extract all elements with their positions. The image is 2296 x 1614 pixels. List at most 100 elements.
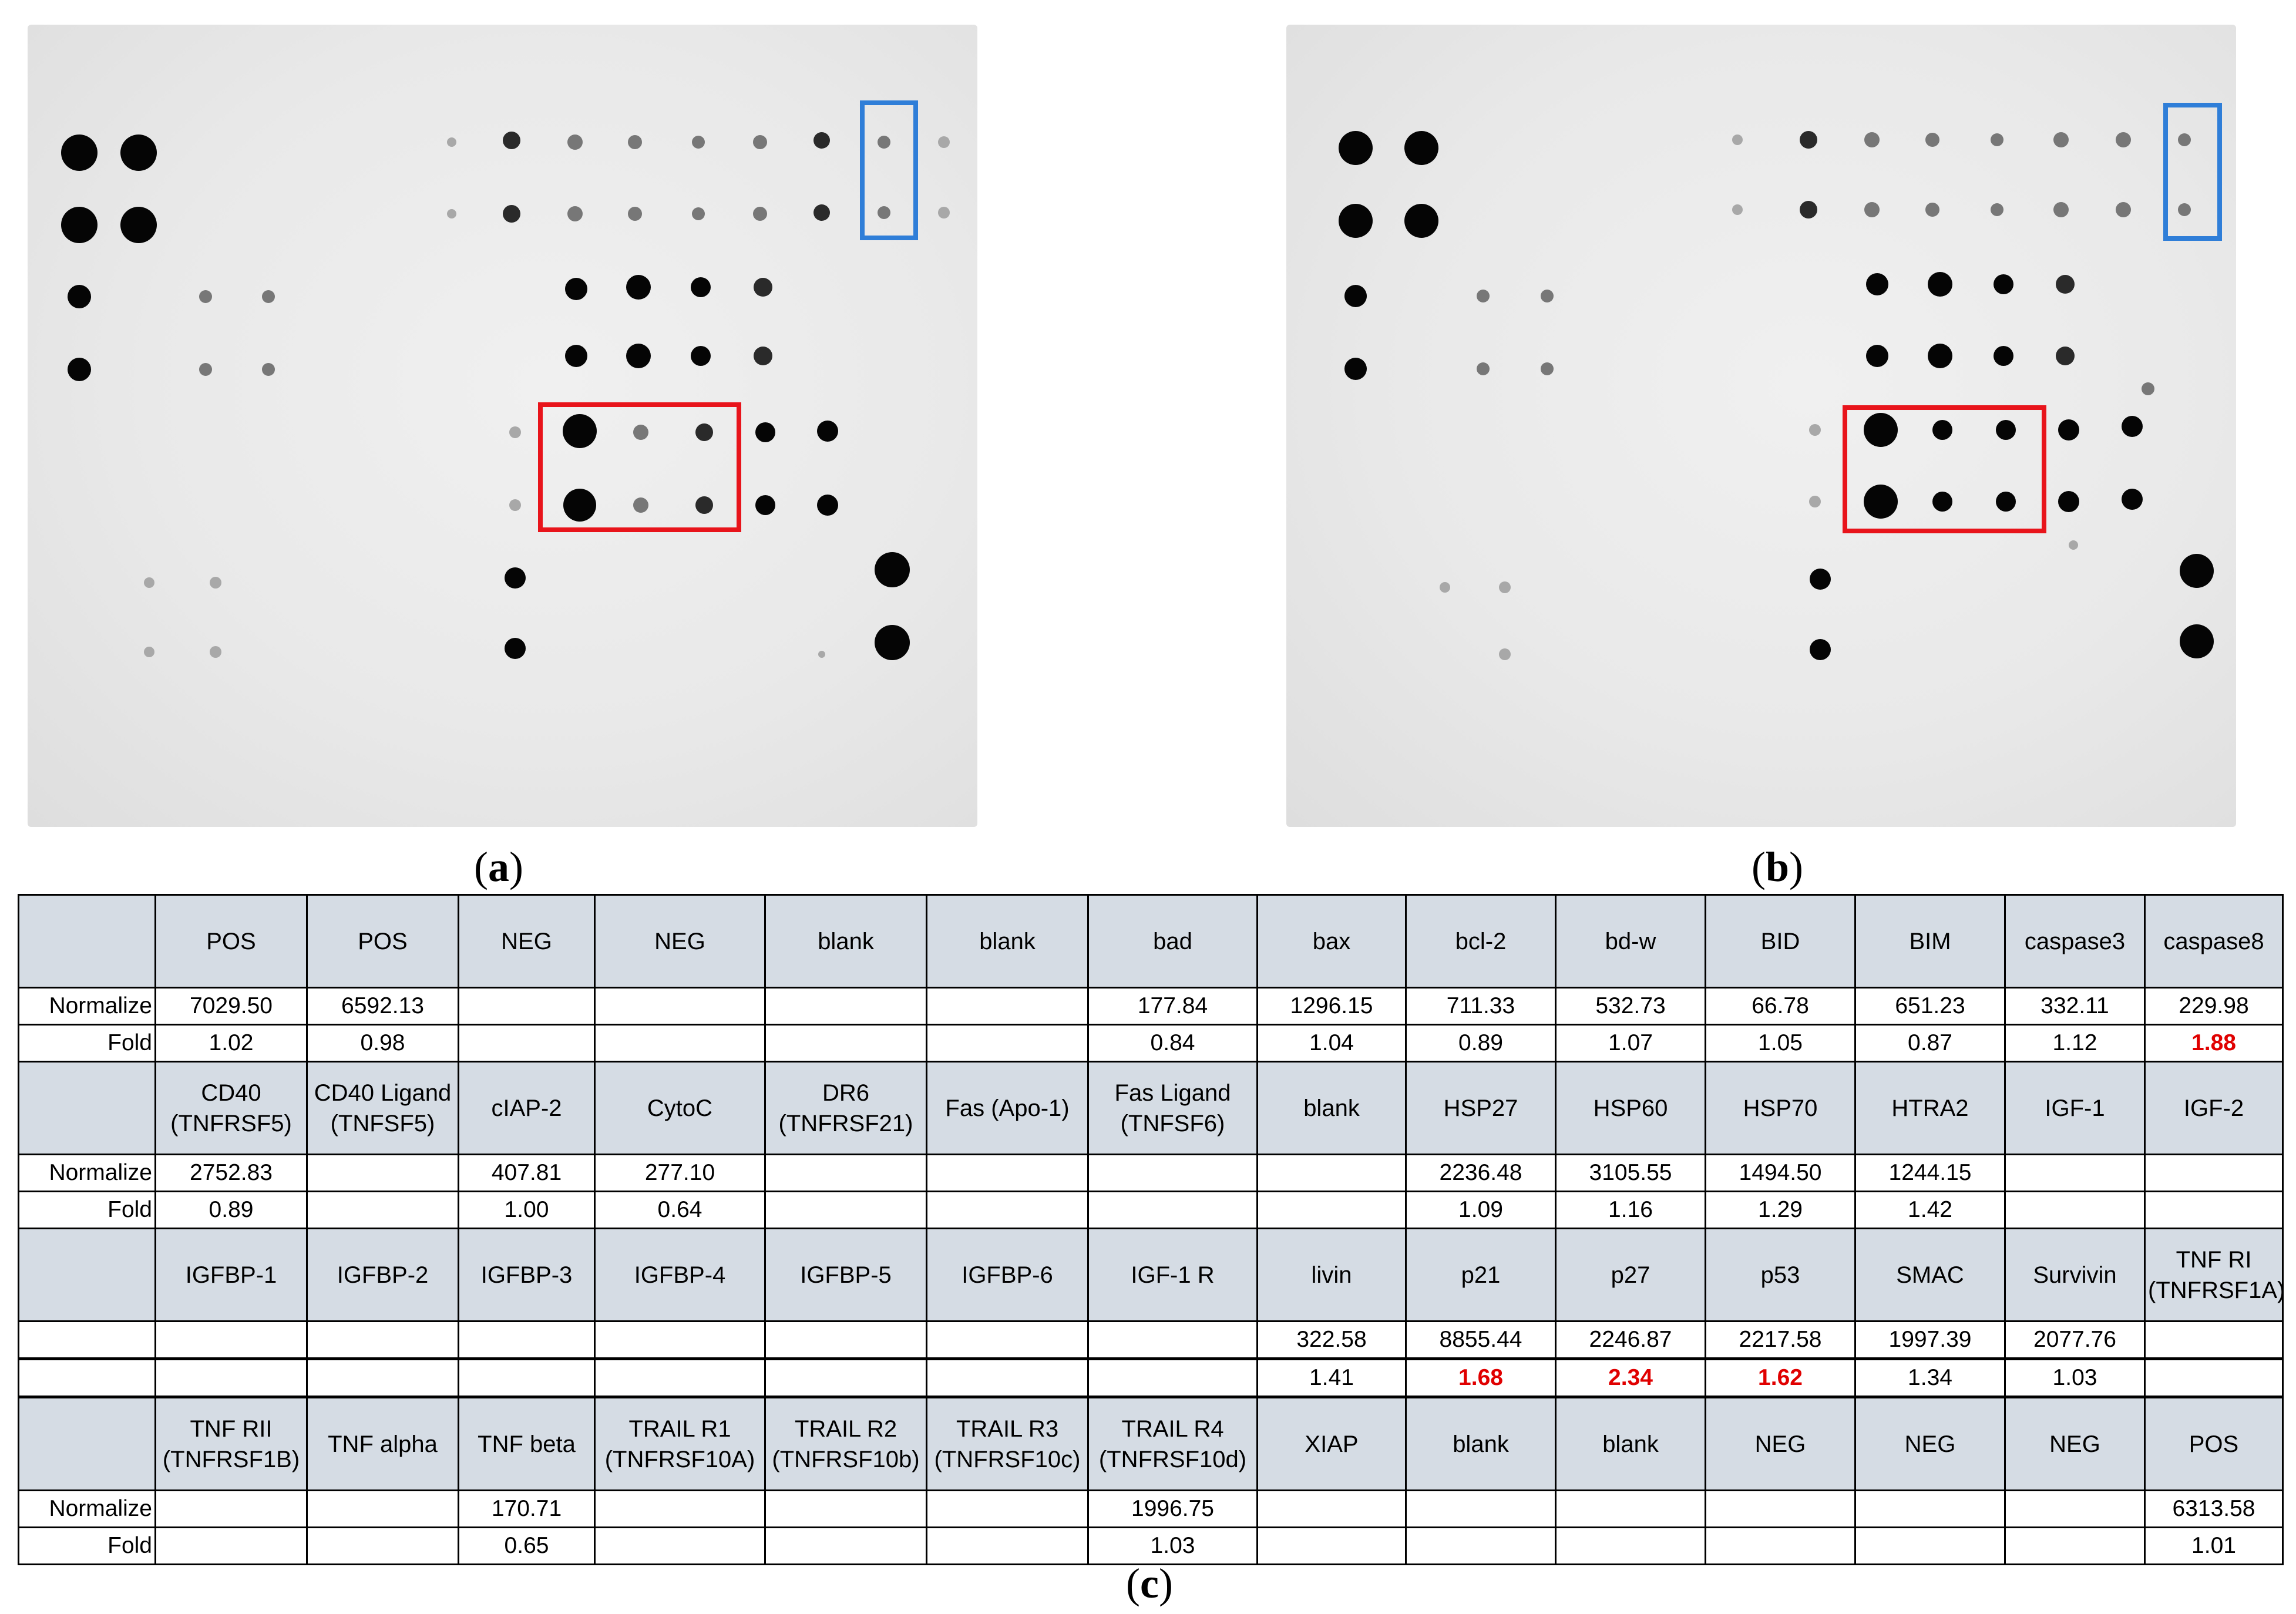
normalize-value-cell: 177.84 — [1087, 987, 1258, 1025]
blot-spot — [509, 426, 521, 438]
normalize-value-cell — [458, 987, 596, 1025]
normalize-value-cell — [306, 1154, 459, 1192]
blot-spot — [1732, 134, 1743, 145]
blot-spot — [447, 209, 456, 218]
blot-spot — [691, 346, 711, 366]
normalize-row-label — [18, 1320, 156, 1360]
normalize-value-cell: 2236.48 — [1405, 1154, 1557, 1192]
blot-spot — [626, 344, 651, 368]
header-cell: NEG — [594, 894, 766, 988]
blot-spot — [1499, 581, 1511, 593]
blot-spot — [2142, 382, 2154, 395]
normalize-value-cell — [1256, 1489, 1407, 1528]
blot-spot — [1809, 424, 1821, 436]
blot-spot — [2056, 275, 2075, 294]
fold-value-cell — [154, 1526, 308, 1565]
normalize-value-cell: 170.71 — [458, 1489, 596, 1528]
normalize-row: Normalize 7029.50 6592.13 177.84 1296.15 711.… — [18, 987, 2284, 1025]
normalize-value-cell — [1405, 1489, 1557, 1528]
normalize-value-cell: 1996.75 — [1087, 1489, 1258, 1528]
fold-value-cell — [926, 1358, 1089, 1398]
header-cell: livin — [1256, 1228, 1407, 1322]
fold-value-cell — [764, 1024, 927, 1062]
header-cell: cIAP-2 — [458, 1061, 596, 1155]
blot-spot — [1864, 413, 1898, 447]
fold-value-cell — [2004, 1191, 2146, 1229]
blot-spot — [813, 132, 830, 149]
fold-row: 1.41 1.68 2.34 1.62 1.34 1.03 — [18, 1358, 2284, 1398]
blot-spot — [633, 425, 648, 440]
header-cell: IGFBP-4 — [594, 1228, 766, 1322]
blot-spot — [1864, 202, 1880, 217]
fold-value-cell — [764, 1358, 927, 1398]
blot-spot — [754, 347, 772, 365]
blot-spot — [628, 135, 642, 149]
header-cell: blank — [926, 894, 1089, 988]
normalize-value-cell: 229.98 — [2144, 987, 2284, 1025]
blot-spot — [120, 134, 157, 171]
blot-spot — [262, 363, 275, 376]
normalize-row: Normalize 170.71 1996.75 6313.58 — [18, 1489, 2284, 1528]
normalize-value-cell: 2077.76 — [2004, 1320, 2146, 1360]
header-cell: NEG — [2004, 1396, 2146, 1491]
header-cell: POS — [306, 894, 459, 988]
blot-spot — [1925, 203, 1939, 217]
blot-spot — [1932, 492, 1952, 512]
fold-row: Fold 0.89 1.00 0.64 1.09 1.16 1.29 1.42 — [18, 1191, 2284, 1229]
blot-spot — [695, 496, 713, 514]
red-highlight-box — [1843, 405, 2046, 533]
fold-value-cell — [1256, 1526, 1407, 1565]
fold-value-cell: 0.89 — [1405, 1024, 1557, 1062]
header-cell: Fas (Apo-1) — [926, 1061, 1089, 1155]
blot-spot — [1866, 345, 1888, 367]
header-cell: IGFBP-2 — [306, 1228, 459, 1322]
blot-image-b — [1286, 25, 2236, 827]
header-corner-cell — [18, 894, 156, 988]
normalize-row-label: Normalize — [18, 1489, 156, 1528]
fold-value-cell — [1405, 1526, 1557, 1565]
blot-spot — [1477, 362, 1490, 375]
normalize-value-cell — [2004, 1489, 2146, 1528]
fold-value-cell — [154, 1358, 308, 1398]
normalize-value-cell — [2144, 1320, 2284, 1360]
blot-spot — [1541, 362, 1554, 375]
header-cell: IGF-2 — [2144, 1061, 2284, 1155]
normalize-value-cell: 2752.83 — [154, 1154, 308, 1192]
normalize-value-cell: 1997.39 — [1854, 1320, 2006, 1360]
header-cell: TRAIL R3 (TNFRSF10c) — [926, 1396, 1089, 1491]
blot-spot — [875, 625, 910, 660]
blot-spot — [1991, 133, 2003, 146]
blot-spot — [199, 290, 212, 303]
blot-spot — [1809, 496, 1821, 507]
header-cell: bcl-2 — [1405, 894, 1557, 988]
normalize-value-cell: 277.10 — [594, 1154, 766, 1192]
blot-spot — [61, 134, 98, 171]
header-cell: NEG — [1854, 1396, 2006, 1491]
fold-value-cell — [306, 1191, 459, 1229]
fold-row-label: Fold — [18, 1526, 156, 1565]
normalize-value-cell — [594, 1320, 766, 1360]
header-cell: NEG — [458, 894, 596, 988]
fold-row: Fold 0.65 1.03 1.01 — [18, 1526, 2284, 1565]
header-cell: XIAP — [1256, 1396, 1407, 1491]
header-cell: DR6 (TNFRSF21) — [764, 1061, 927, 1155]
normalize-value-cell: 1296.15 — [1256, 987, 1407, 1025]
blot-spot — [1800, 201, 1817, 218]
normalize-value-cell — [2004, 1154, 2146, 1192]
normalize-value-cell: 332.11 — [2004, 987, 2146, 1025]
blot-spot — [1810, 639, 1831, 660]
fold-value-cell: 0.65 — [458, 1526, 596, 1565]
fold-value-cell: 0.64 — [594, 1191, 766, 1229]
blot-spot — [1404, 131, 1438, 165]
header-cell: POS — [154, 894, 308, 988]
header-cell: SMAC — [1854, 1228, 2006, 1322]
header-row: IGFBP-1 IGFBP-2 IGFBP-3 IGFBP-4 IGFBP-5 IGFBP… — [18, 1228, 2284, 1322]
header-cell: IGFBP-5 — [764, 1228, 927, 1322]
blot-spot — [563, 489, 596, 522]
normalize-value-cell — [306, 1320, 459, 1360]
normalize-value-cell: 3105.55 — [1555, 1154, 1706, 1192]
normalize-value-cell: 66.78 — [1705, 987, 1856, 1025]
blot-spot — [2069, 540, 2078, 550]
blot-spot — [505, 638, 526, 659]
normalize-row-label: Normalize — [18, 987, 156, 1025]
